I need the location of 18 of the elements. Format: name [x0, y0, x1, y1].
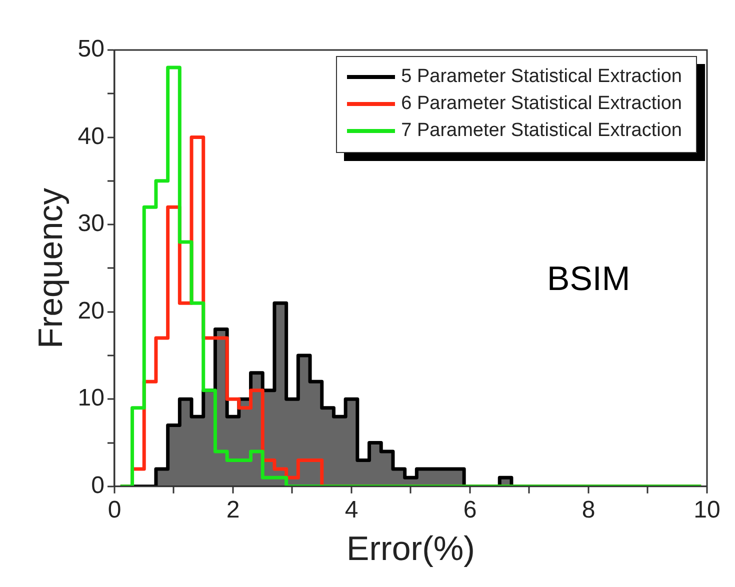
y-tick-label: 50 — [78, 36, 104, 63]
y-tick-label: 40 — [78, 122, 104, 150]
x-axis-title: Error(%) — [346, 530, 475, 568]
legend-label: 6 Parameter Statistical Extraction — [401, 92, 682, 114]
x-tick-label: 10 — [694, 496, 720, 524]
legend-label: 7 Parameter Statistical Extraction — [401, 120, 682, 142]
legend-label: 5 Parameter Statistical Extraction — [401, 66, 682, 88]
annotation: BSIM — [547, 260, 630, 298]
x-tick-label: 2 — [226, 496, 240, 524]
y-tick-label: 0 — [91, 472, 104, 500]
x-tick-label: 8 — [582, 496, 596, 524]
y-tick-label: 20 — [78, 297, 104, 324]
y-tick-label: 30 — [78, 210, 104, 238]
x-tick-label: 4 — [344, 496, 358, 524]
y-tick-label: 10 — [78, 384, 104, 412]
x-tick-label: 0 — [108, 496, 122, 524]
y-axis-title: Frequency — [32, 188, 70, 349]
x-tick-label: 6 — [463, 496, 477, 524]
